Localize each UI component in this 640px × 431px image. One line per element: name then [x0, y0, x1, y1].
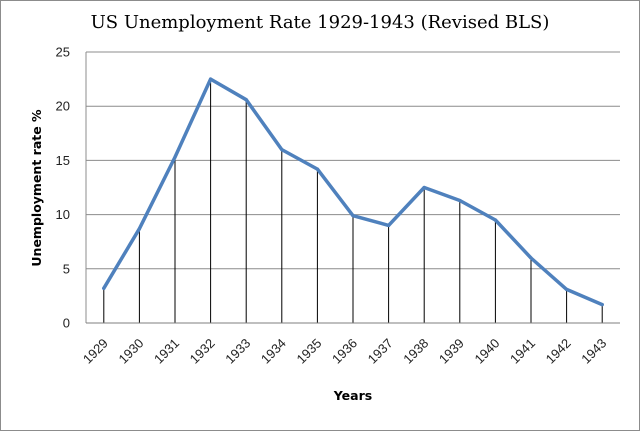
data-point	[315, 167, 319, 171]
drop-lines	[103, 79, 603, 323]
data-point	[280, 147, 284, 152]
y-tick-label: 10	[56, 207, 70, 222]
data-point	[458, 198, 462, 203]
y-tick-label: 20	[56, 99, 70, 114]
x-tick-label: 1943	[578, 336, 609, 367]
y-axis-title: Unemployment rate %	[29, 109, 44, 267]
data-point	[137, 227, 141, 231]
x-axis-title: Years	[333, 388, 372, 403]
y-tick-label: 5	[63, 261, 70, 276]
x-tick-label: 1937	[365, 336, 396, 367]
data-point	[493, 218, 497, 222]
x-tick-label: 1942	[543, 336, 574, 367]
series-line-group	[102, 77, 604, 307]
data-point	[173, 155, 177, 159]
y-tick-label: 25	[56, 45, 70, 60]
data-point	[565, 287, 569, 291]
data-point	[600, 302, 604, 307]
x-tick-label: 1936	[329, 336, 360, 367]
y-axis-ticks: 0 5 10 15 20 25	[56, 45, 70, 331]
x-tick-label: 1929	[80, 336, 111, 367]
x-tick-label: 1934	[258, 336, 289, 367]
y-tick-label: 15	[56, 153, 70, 168]
x-tick-label: 1941	[507, 336, 538, 367]
data-point	[529, 256, 533, 260]
x-tick-label: 1933	[222, 336, 253, 367]
x-tick-label: 1932	[187, 336, 218, 367]
x-tick-label: 1931	[151, 336, 182, 367]
y-tick-label: 0	[63, 316, 70, 331]
data-point	[102, 286, 106, 290]
x-tick-label: 1939	[436, 336, 467, 367]
data-point	[422, 185, 426, 190]
data-point	[244, 98, 248, 102]
x-axis-ticks: 1929 1930 1931 1932 1933 1934 1935 1936 1937 1938…	[80, 336, 609, 367]
data-point	[351, 214, 355, 218]
data-point	[209, 77, 213, 81]
data-point	[387, 223, 391, 228]
x-tick-label: 1930	[115, 336, 146, 367]
chart-title: US Unemployment Rate 1929-1943 (Revised …	[91, 12, 550, 33]
x-tick-label: 1940	[471, 336, 502, 367]
x-tick-label: 1935	[293, 336, 324, 367]
x-tick-label: 1938	[400, 336, 431, 367]
